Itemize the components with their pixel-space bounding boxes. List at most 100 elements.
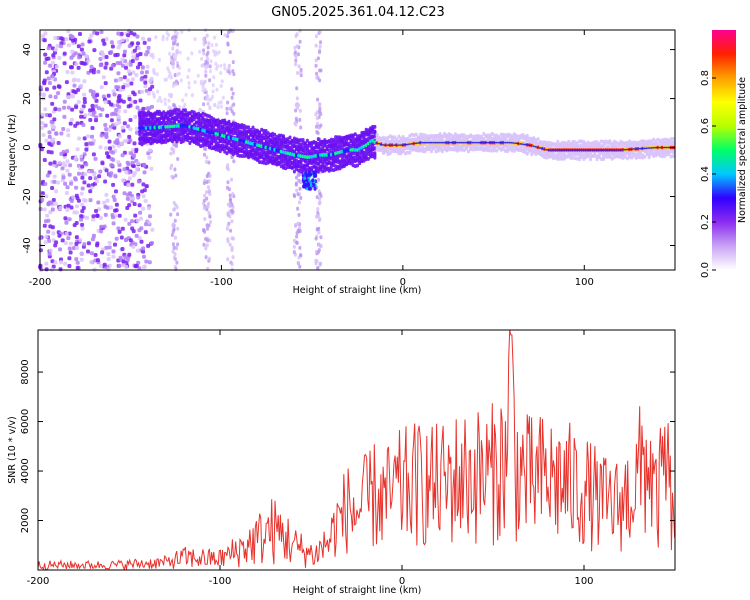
heatmap-cell — [107, 127, 112, 132]
heatmap-cell — [266, 135, 270, 140]
heatmap-cell — [183, 102, 187, 107]
heatmap-cell — [70, 49, 75, 54]
heatmap-cell — [82, 242, 87, 247]
heatmap-cell — [556, 139, 560, 144]
heatmap-cell — [219, 71, 223, 75]
heatmap-cell — [147, 155, 152, 160]
heatmap-cell — [595, 157, 599, 162]
heatmap-cell — [46, 46, 51, 51]
heatmap-cell — [70, 35, 75, 39]
x-tick-label: -100 — [209, 576, 232, 587]
heatmap-cell — [169, 212, 173, 217]
heatmap-cell — [96, 69, 101, 74]
heatmap-cell — [114, 122, 119, 127]
heatmap-cell — [170, 92, 173, 97]
heatmap-cell — [204, 255, 208, 260]
heatmap-cell — [188, 121, 192, 126]
heatmap-cell — [91, 217, 96, 222]
heatmap-cell — [63, 181, 68, 186]
figure-title: GN05.2025.361.04.12.C23 — [271, 5, 445, 20]
heatmap-cell — [121, 85, 126, 90]
heatmap-cell — [113, 242, 117, 247]
heatmap-cell — [88, 88, 93, 93]
heatmap-cell — [174, 82, 178, 87]
heatmap-cell — [43, 52, 48, 57]
heatmap-cell — [44, 261, 49, 266]
heatmap-cell — [107, 240, 112, 245]
heatmap-cell — [90, 126, 95, 130]
heatmap-cell — [318, 78, 322, 83]
heatmap-cell — [80, 226, 85, 231]
heatmap-cell — [219, 104, 223, 109]
heatmap-cell — [44, 194, 49, 199]
heatmap-cell — [107, 172, 112, 177]
heatmap-cell — [204, 246, 208, 251]
heatmap-cell — [133, 99, 138, 104]
heatmap-cell — [277, 133, 281, 138]
heatmap-cell — [231, 91, 235, 96]
heatmap-cell — [168, 106, 172, 111]
snr-frame — [37, 329, 676, 571]
heatmap-cell — [64, 80, 69, 85]
heatmap-cell — [141, 36, 146, 41]
heatmap-cell — [295, 241, 299, 245]
heatmap-cell — [208, 97, 211, 102]
heatmap-cell — [231, 131, 235, 136]
heatmap-cell — [111, 215, 115, 220]
heatmap-cell — [163, 97, 167, 102]
heatmap-cell — [292, 169, 296, 174]
heatmap-cell — [87, 141, 92, 146]
heatmap-cell — [98, 113, 103, 118]
heatmap-cell — [318, 68, 322, 73]
heatmap-cell — [130, 182, 135, 187]
heatmap-cell — [151, 91, 155, 96]
heatmap-cell — [57, 160, 62, 165]
heatmap-cell — [205, 155, 209, 160]
heatmap-cell — [204, 65, 208, 70]
heatmap-cell — [131, 196, 135, 201]
heatmap-cell — [63, 241, 68, 246]
heatmap-cell — [59, 131, 64, 136]
heatmap-cell — [142, 40, 147, 45]
heatmap-cell — [203, 152, 206, 157]
heatmap-cell — [247, 125, 251, 130]
heatmap-cell — [313, 186, 317, 191]
heatmap-cell — [597, 154, 601, 159]
heatmap-cell — [143, 230, 148, 235]
heatmap-cell — [169, 151, 173, 156]
heatmap-cell — [50, 101, 55, 106]
heatmap-cell — [91, 233, 96, 238]
heatmap-cell — [52, 179, 57, 184]
heatmap-cell — [81, 104, 86, 109]
heatmap-cell — [66, 203, 71, 208]
heatmap-cell — [61, 149, 66, 154]
heatmap-cell — [130, 41, 135, 46]
heatmap-cell — [66, 236, 71, 241]
heatmap-cell — [209, 220, 212, 224]
colorbar: 0.0 0.2 0.4 0.6 0.8 Normalized spectral ampl… — [700, 30, 748, 278]
heatmap-cell — [167, 98, 171, 103]
heatmap-cell — [294, 62, 298, 67]
heatmap-cell — [132, 32, 137, 37]
x-tick-label: 0 — [399, 576, 405, 587]
heatmap-cell — [208, 105, 212, 110]
heatmap-cell — [145, 106, 150, 111]
heatmap-cell — [88, 189, 93, 194]
heatmap-cell — [192, 110, 196, 115]
heatmap-cell — [318, 50, 322, 55]
heatmap-cell — [205, 33, 209, 38]
heatmap-cell — [231, 60, 235, 65]
heatmap-cell — [86, 58, 91, 63]
heatmap-cell — [143, 80, 148, 85]
heatmap-cell — [42, 158, 47, 162]
colorbar-tick-label: 0.8 — [700, 70, 711, 86]
heatmap-cell — [140, 70, 144, 75]
heatmap-cell — [168, 51, 172, 56]
heatmap-cell — [414, 132, 418, 137]
heatmap-cell — [101, 38, 106, 43]
heatmap-cell — [57, 107, 62, 112]
heatmap-cell — [230, 219, 234, 224]
heatmap-cell — [608, 154, 612, 159]
heatmap-cell — [53, 260, 58, 265]
heatmap-cell — [299, 67, 303, 72]
